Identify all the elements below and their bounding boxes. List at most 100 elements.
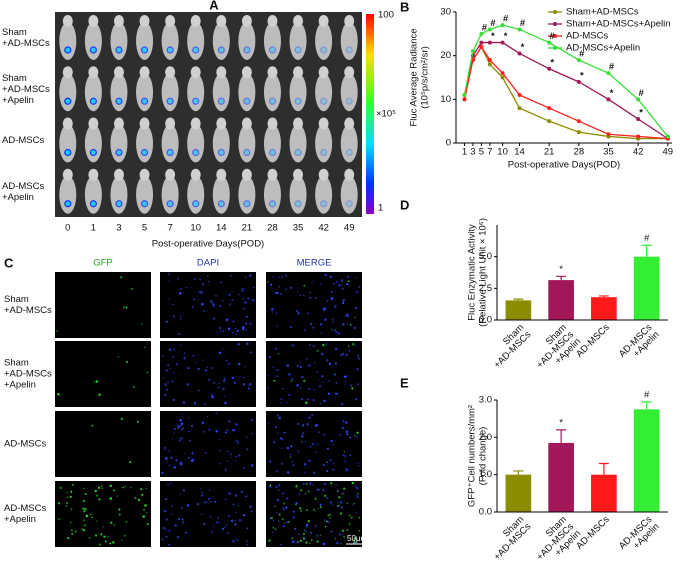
- cell: [355, 486, 359, 490]
- micrograph: [266, 481, 362, 547]
- cell: [322, 343, 325, 347]
- cell: [269, 485, 272, 488]
- cell: [333, 307, 336, 309]
- signal: [166, 46, 174, 54]
- cell: [303, 329, 307, 332]
- cell: [232, 320, 235, 323]
- cell: [168, 543, 171, 546]
- cell: [176, 424, 179, 427]
- series-line: [463, 41, 669, 140]
- y-tick-label: 2.0: [479, 432, 492, 443]
- cell: [171, 438, 174, 441]
- cell: [317, 507, 320, 510]
- cell: [112, 541, 115, 544]
- cell: [203, 430, 206, 433]
- mouse-body: [212, 73, 230, 112]
- cell: [116, 495, 118, 497]
- mouse-body: [110, 175, 128, 214]
- row-label: AD-MSCs: [4, 439, 46, 450]
- mouse-head: [113, 168, 124, 181]
- cell: [161, 471, 164, 475]
- cell: [229, 453, 233, 456]
- mouse-body: [212, 175, 230, 214]
- mouse-head: [344, 15, 355, 27]
- data-point: [500, 75, 505, 80]
- cell: [342, 420, 345, 423]
- cell: [312, 326, 315, 329]
- cell: [313, 389, 315, 391]
- column-header: MERGE: [297, 258, 332, 269]
- cell: [348, 522, 351, 524]
- data-point: [470, 49, 475, 54]
- cell: [324, 273, 327, 277]
- cell: [143, 508, 146, 511]
- y-axis-title: GFP⁺Cell numbers/mm² (Fold change): [467, 405, 489, 507]
- cell: [250, 510, 253, 513]
- data-point: [636, 134, 641, 139]
- cell: [309, 482, 312, 485]
- cell: [233, 381, 236, 384]
- cell: [197, 299, 200, 301]
- cell: [234, 494, 238, 497]
- cell: [272, 440, 276, 444]
- cell: [295, 502, 298, 505]
- cell: [322, 542, 326, 546]
- cell: [332, 443, 334, 446]
- cell: [326, 299, 329, 302]
- cell: [281, 387, 284, 390]
- cell: [124, 534, 126, 537]
- cell: [170, 456, 173, 460]
- cell: [319, 283, 322, 285]
- cell: [267, 281, 269, 284]
- day-label: 5: [142, 223, 147, 234]
- signal: [64, 148, 72, 157]
- cell: [225, 469, 227, 471]
- cell: [168, 280, 171, 282]
- cell: [123, 306, 125, 308]
- cell: [83, 510, 86, 513]
- cell: [202, 359, 204, 361]
- cell: [179, 318, 182, 320]
- cell: [180, 422, 184, 425]
- cell: [182, 401, 186, 404]
- cell: [229, 456, 232, 459]
- cell: [291, 344, 295, 347]
- mouse-head: [62, 66, 73, 79]
- cell: [242, 513, 246, 517]
- cell: [228, 420, 231, 423]
- annotation: #: [482, 22, 488, 33]
- cell: [165, 528, 168, 531]
- cell: [70, 490, 73, 493]
- cell: [274, 505, 276, 507]
- cell: [211, 530, 213, 532]
- cell: [305, 523, 309, 527]
- cell: [354, 316, 356, 319]
- cell: [181, 507, 183, 509]
- micrograph: [266, 411, 362, 477]
- cell: [66, 496, 69, 499]
- cell: [353, 537, 356, 540]
- cell: [118, 508, 121, 511]
- cell: [110, 521, 113, 524]
- cell: [213, 381, 216, 385]
- cell: [335, 381, 338, 384]
- annotation: #: [579, 49, 585, 60]
- cell: [298, 533, 300, 536]
- cell: [227, 327, 231, 331]
- imaging-field: [55, 12, 362, 217]
- cell: [188, 383, 190, 385]
- cell: [109, 497, 113, 500]
- micrograph: [160, 411, 256, 477]
- day-label: 42: [318, 223, 329, 234]
- mouse-body: [136, 124, 154, 163]
- mouse-body: [315, 124, 333, 163]
- cell: [345, 353, 348, 356]
- colorbar-unit: ×10⁵: [376, 109, 396, 120]
- cell: [269, 517, 272, 520]
- x-tick-label: 7: [487, 147, 492, 158]
- cell: [167, 273, 171, 276]
- colorbar: [366, 14, 374, 214]
- legend-label: AD-MSCs: [566, 31, 608, 42]
- cell: [324, 494, 327, 497]
- cell: [278, 513, 281, 516]
